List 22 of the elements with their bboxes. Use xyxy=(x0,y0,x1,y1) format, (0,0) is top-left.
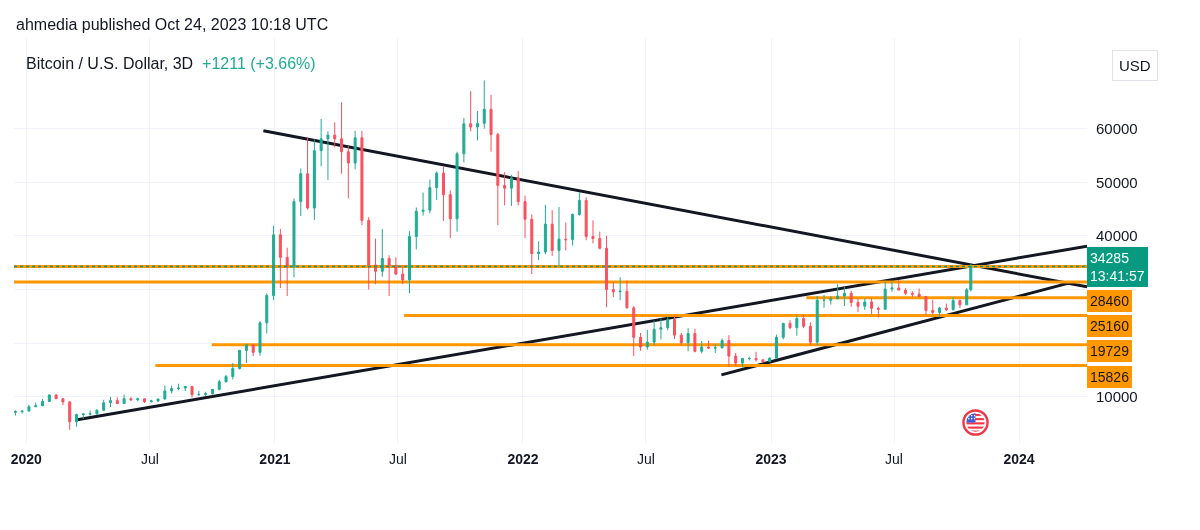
y-tick-label: 50000 xyxy=(1096,173,1138,191)
data-label: 19729 xyxy=(1090,343,1130,359)
y-tick-label: 10000 xyxy=(1096,388,1138,406)
x-tick-label: Jul xyxy=(388,451,407,467)
x-tick-label: Jul xyxy=(637,451,655,467)
data-label: 28460 xyxy=(1090,293,1130,309)
data-label: 25160 xyxy=(1090,318,1130,334)
x-tick-label: 2020 xyxy=(10,451,43,467)
x-tick-label: 2024 xyxy=(1003,451,1035,467)
x-tick-label: Jul xyxy=(885,451,903,467)
x-tick-label: 2023 xyxy=(755,451,787,467)
text: Bitcoin / U.S. Dollar, 3D xyxy=(26,54,194,72)
text: +1211 (+3.66%) xyxy=(202,54,316,72)
x-tick-label: 2022 xyxy=(507,451,539,467)
text: ahmedia published Oct 24, 2023 10:18 UTC xyxy=(16,16,329,33)
x-tick-label: 2021 xyxy=(259,451,291,467)
y-axis-title: USD xyxy=(1119,57,1151,74)
x-tick-label: Jul xyxy=(140,451,159,467)
ref-line-label: 34285 13:41:57 xyxy=(1090,250,1145,285)
y-tick-label: 60000 xyxy=(1096,119,1138,137)
data-label: 15826 xyxy=(1090,369,1130,385)
y-tick-label: 40000 xyxy=(1096,227,1138,245)
